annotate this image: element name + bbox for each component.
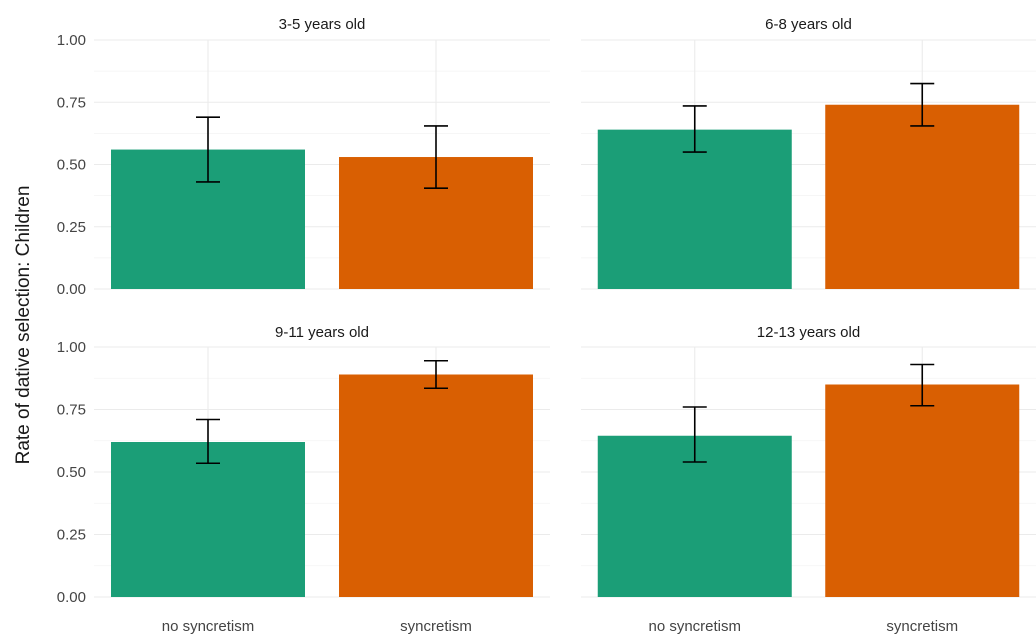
panel-title: 9-11 years old: [275, 324, 369, 341]
error-bar: [910, 363, 935, 407]
panel-title: 3-5 years old: [279, 16, 366, 33]
error-bar: [424, 359, 448, 390]
panel-4: 12-13 years old no syncretism syncretism: [581, 324, 1036, 635]
panel-title: 6-8 years old: [765, 16, 852, 33]
error-bar: [196, 116, 220, 183]
y-tick-label: 0.25: [57, 527, 86, 544]
error-bar: [196, 418, 220, 465]
y-tick-label: 1.00: [57, 32, 86, 49]
bar-syncretism: [339, 374, 533, 597]
x-tick-label: no syncretism: [162, 618, 255, 635]
error-bar: [424, 125, 448, 189]
y-tick-label: 0.75: [57, 402, 86, 419]
x-tick-label: syncretism: [400, 618, 472, 635]
y-tick-label: 0.50: [57, 464, 86, 481]
panel-title: 12-13 years old: [757, 324, 860, 341]
error-bar: [682, 105, 707, 153]
panel-3: 9-11 years old 0.00 0.25 0.50 0.75 1.00 no syn…: [57, 324, 550, 635]
y-tick-label: 0.75: [57, 94, 86, 111]
y-axis-title: Rate of dative selection: Children: [13, 186, 34, 465]
panel-1: 3-5 years old 0.00 0.25 0.50 0.75 1.00: [57, 16, 550, 298]
bar-syncretism: [825, 384, 1020, 597]
y-tick-label: 0.25: [57, 219, 86, 236]
bar-no-syncretism: [111, 442, 305, 597]
y-tick-label: 0.00: [57, 281, 86, 298]
error-bar: [682, 406, 707, 463]
error-bar: [910, 82, 935, 127]
x-tick-label: no syncretism: [648, 618, 741, 635]
panel-2: 6-8 years old: [581, 16, 1036, 290]
y-tick-label: 0.50: [57, 157, 86, 174]
x-tick-label: syncretism: [886, 618, 958, 635]
bar-no-syncretism: [597, 129, 792, 289]
bar-syncretism: [825, 104, 1020, 290]
y-tick-label: 0.00: [57, 589, 86, 606]
y-tick-label: 1.00: [57, 339, 86, 356]
